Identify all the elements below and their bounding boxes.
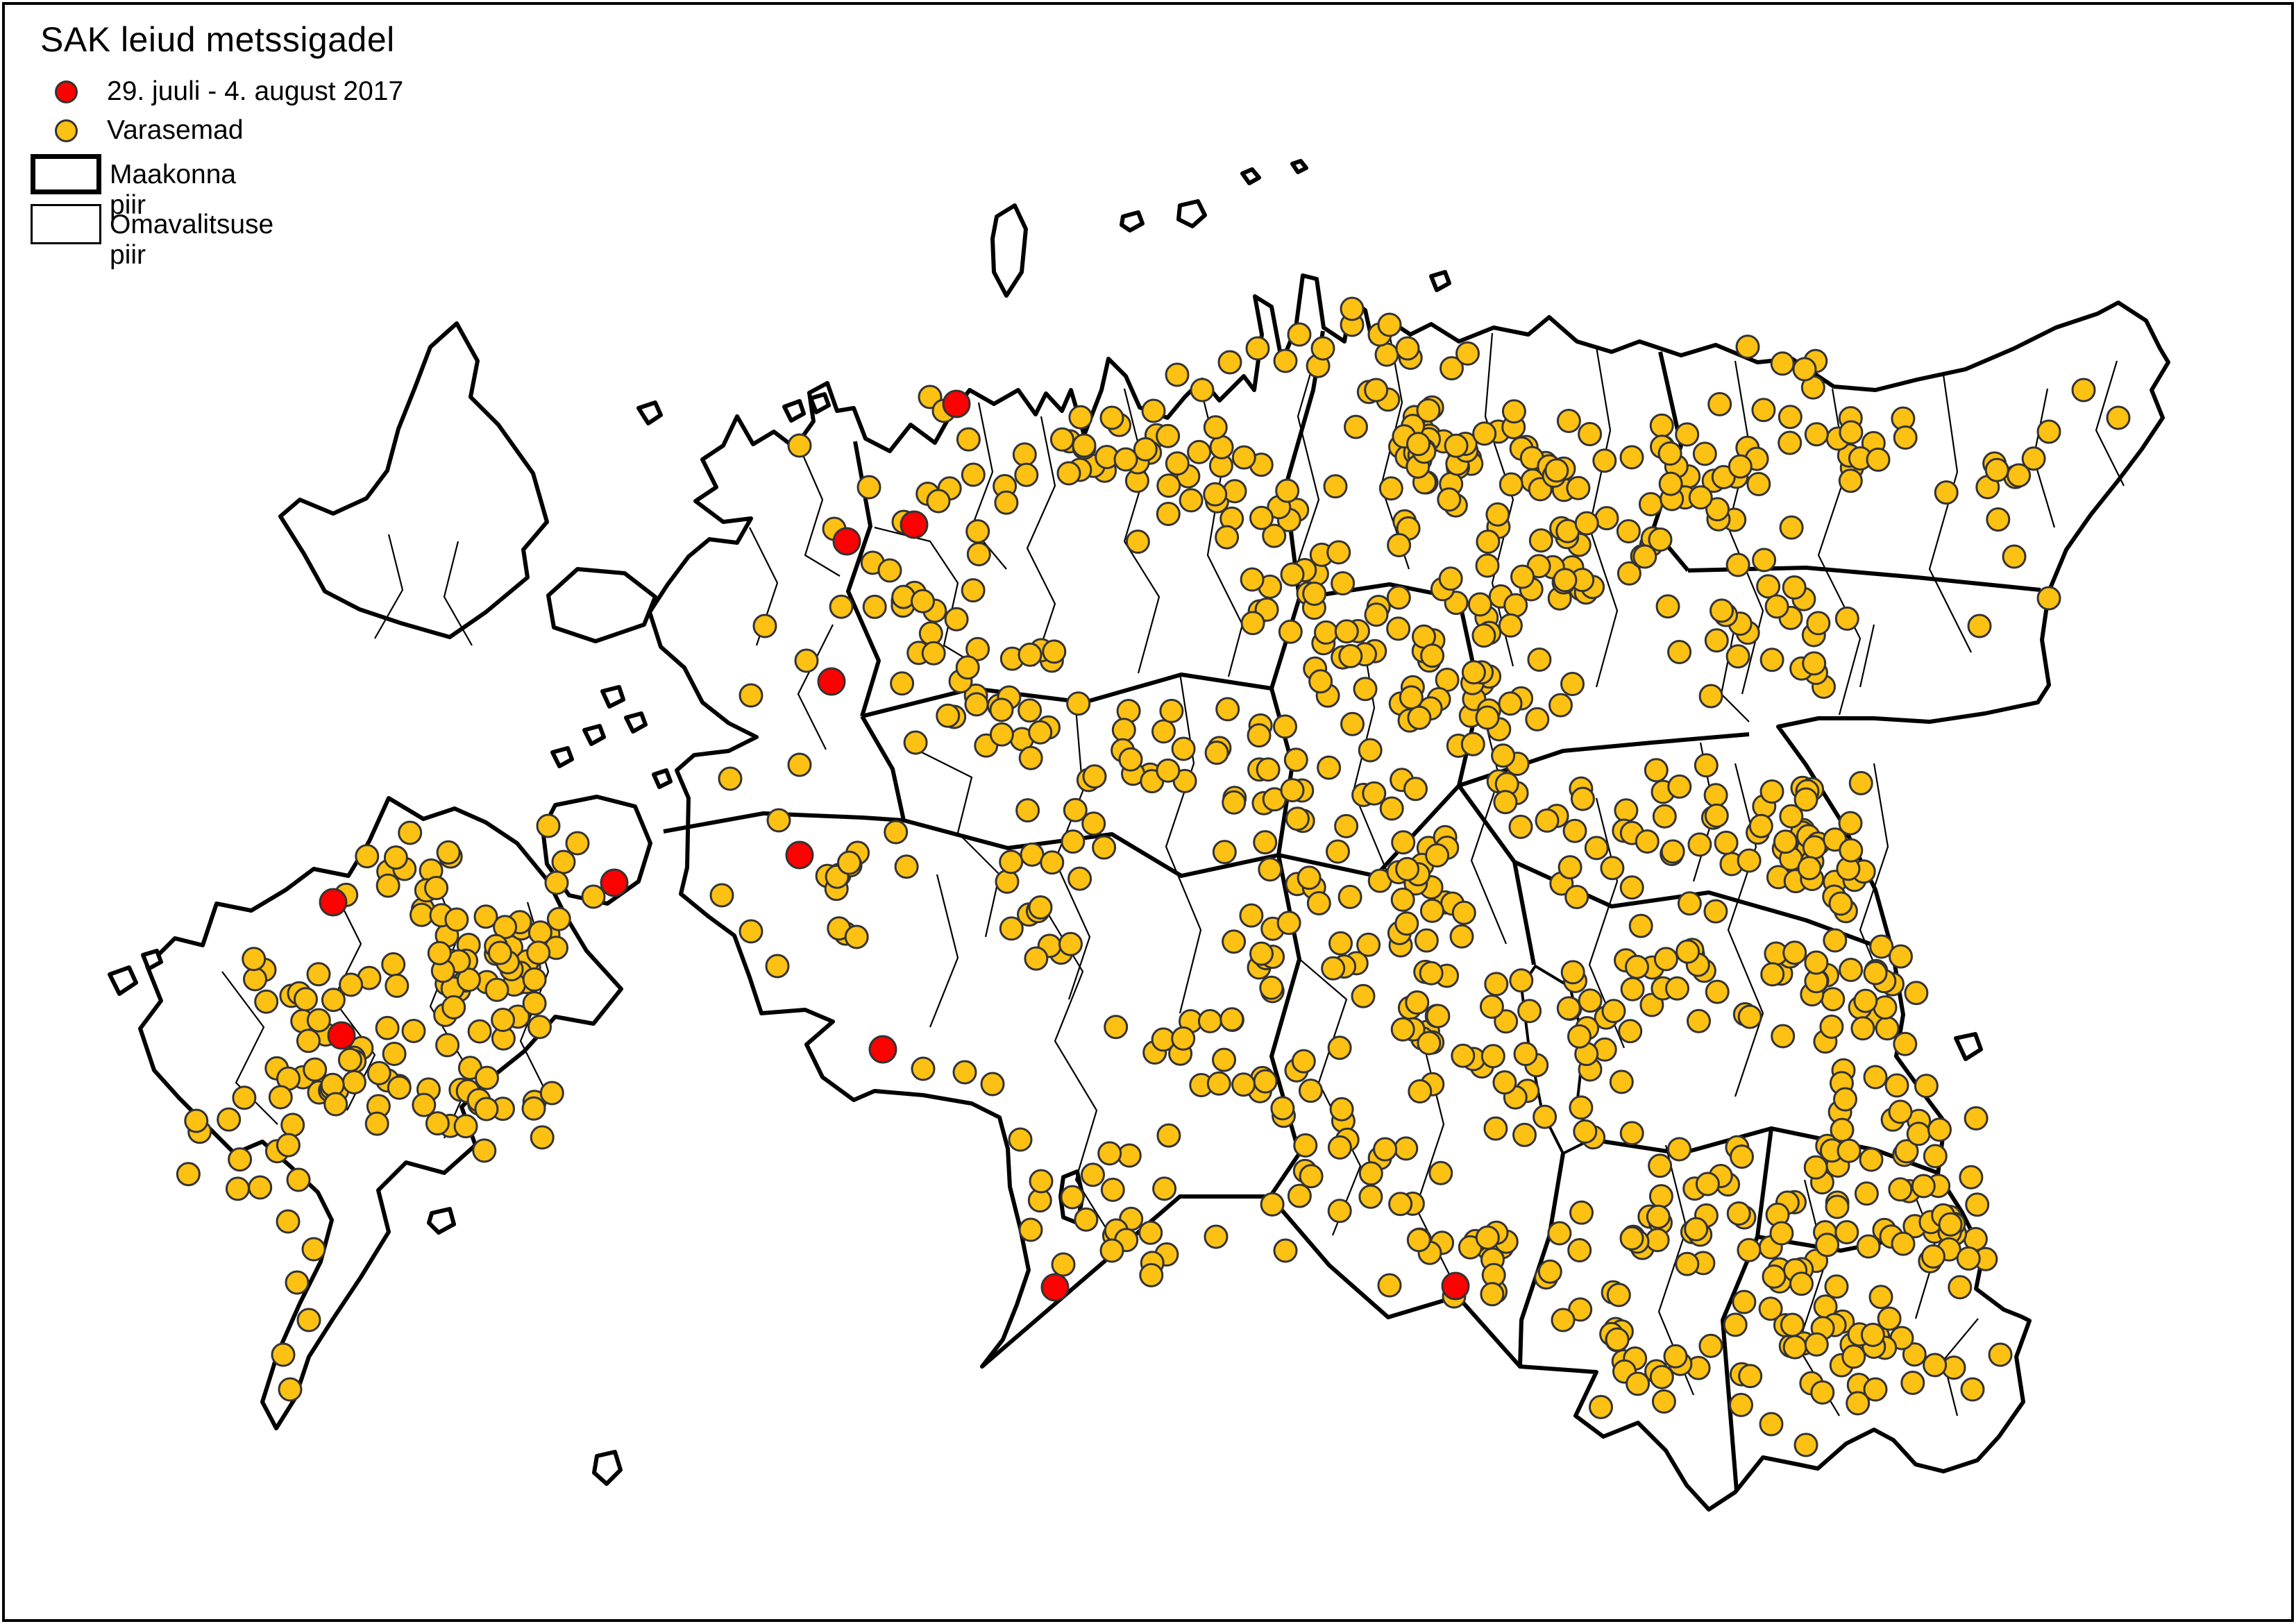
earlier-finding-dots <box>176 296 2131 1457</box>
legend-item-recent: 29. juuli - 4. august 2017 <box>55 76 403 107</box>
legend-item-county-label: Maakonna piir <box>110 160 237 220</box>
recent-finding-dots <box>319 389 1470 1302</box>
legend-item-earlier-label: Varasemad <box>107 115 244 145</box>
municipality-border-icon <box>31 204 101 244</box>
legend-item-earlier: Varasemad <box>55 115 244 146</box>
legend-item-recent-label: 29. juuli - 4. august 2017 <box>107 76 404 106</box>
legend-title: SAK leiud metssigadel <box>40 20 395 59</box>
red-dot-icon <box>55 80 78 103</box>
legend-item-municipality-label: Omavalitsuse piir <box>110 210 274 270</box>
orange-dot-icon <box>55 119 78 142</box>
county-border-icon <box>31 154 101 194</box>
